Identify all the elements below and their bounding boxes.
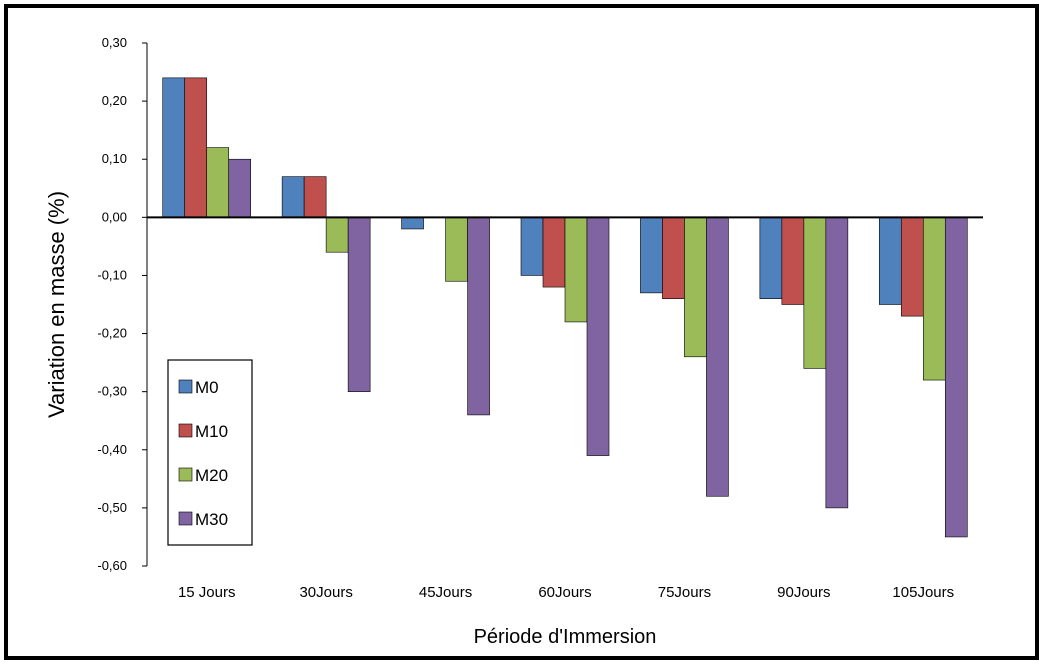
legend-swatch-m0: [178, 379, 193, 394]
legend-label-m0: M0: [195, 378, 219, 397]
chart-frame: [4, 4, 1039, 660]
bar-m0-6: [759, 217, 783, 299]
bar-m0-5: [640, 217, 663, 294]
x-category-label: 15 Jours: [178, 584, 236, 601]
y-tick-label: -0,40: [97, 442, 127, 457]
bar-m10-4: [542, 217, 566, 288]
x-category-label: 105Jours: [892, 584, 954, 601]
bar-m20-6: [803, 217, 827, 369]
x-category-label: 45Jours: [419, 584, 472, 601]
bar-m0-1: [162, 77, 186, 218]
bar-m10-2: [303, 176, 327, 218]
bar-m0-7: [878, 217, 902, 305]
bar-m30-2: [347, 217, 371, 392]
x-axis-label: Période d'Immersion: [474, 626, 657, 648]
y-tick-label: -0,50: [97, 500, 127, 515]
y-axis-label: Variation en masse (%): [44, 191, 69, 418]
x-category-label: 30Jours: [299, 584, 352, 601]
y-tick-label: -0,30: [97, 384, 127, 399]
bars-group: [162, 77, 968, 538]
legend: M0 M10 M20 M30: [167, 359, 253, 546]
bar-m20-2: [325, 217, 349, 253]
bar-m20-5: [684, 217, 707, 358]
bar-m10-6: [781, 217, 805, 305]
bar-m30-6: [825, 217, 849, 509]
bar-m30-3: [467, 217, 490, 416]
y-axis: 0,30 0,20 0,10 0,00 -0,10 -0,20 -0,30 -0,40 -0,5…: [97, 35, 148, 573]
bar-m10-1: [184, 77, 208, 218]
bar-m30-4: [586, 217, 610, 456]
y-tick-label: 0,30: [102, 35, 127, 50]
bar-m10-7: [900, 217, 924, 317]
y-tick-label: -0,20: [97, 326, 127, 341]
bar-m0-3: [401, 217, 424, 230]
x-category-label: 75Jours: [658, 584, 711, 601]
x-category-label: 60Jours: [538, 584, 591, 601]
y-tick-label: -0,10: [97, 267, 127, 282]
x-category-label: 90Jours: [777, 584, 830, 601]
legend-swatch-m30: [178, 511, 193, 526]
legend-label-m10: M10: [195, 422, 228, 441]
bar-m10-5: [662, 217, 685, 299]
y-tick-label: 0,00: [102, 209, 127, 224]
bar-m30-5: [706, 217, 729, 497]
x-axis: 15 Jours 30Jours 45Jours 60Jours 75Jours 90Jo…: [147, 216, 983, 601]
legend-label-m30: M30: [195, 510, 228, 529]
bar-m20-4: [564, 217, 588, 323]
legend-label-m20: M20: [195, 466, 228, 485]
bar-m20-7: [922, 217, 946, 381]
bar-m20-1: [206, 147, 230, 218]
bar-m30-7: [944, 217, 968, 538]
bar-m0-4: [520, 217, 544, 276]
bar-m0-2: [281, 176, 305, 218]
y-tick-label: 0,10: [102, 151, 127, 166]
bar-m30-1: [228, 158, 252, 218]
y-tick-label: 0,20: [102, 93, 127, 108]
legend-swatch-m10: [178, 423, 193, 438]
legend-swatch-m20: [178, 467, 193, 482]
bar-m20-3: [445, 217, 468, 282]
y-tick-label: -0,60: [97, 558, 127, 573]
